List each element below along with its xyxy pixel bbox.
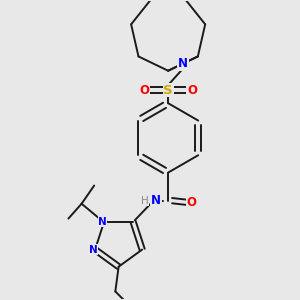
Text: O: O: [187, 83, 197, 97]
Text: S: S: [164, 83, 173, 97]
Text: O: O: [140, 83, 149, 97]
Text: H: H: [141, 196, 149, 206]
Text: N: N: [89, 244, 98, 255]
Text: N: N: [98, 217, 107, 227]
Text: N: N: [151, 194, 161, 207]
Text: N: N: [178, 57, 188, 70]
Text: O: O: [186, 196, 196, 209]
